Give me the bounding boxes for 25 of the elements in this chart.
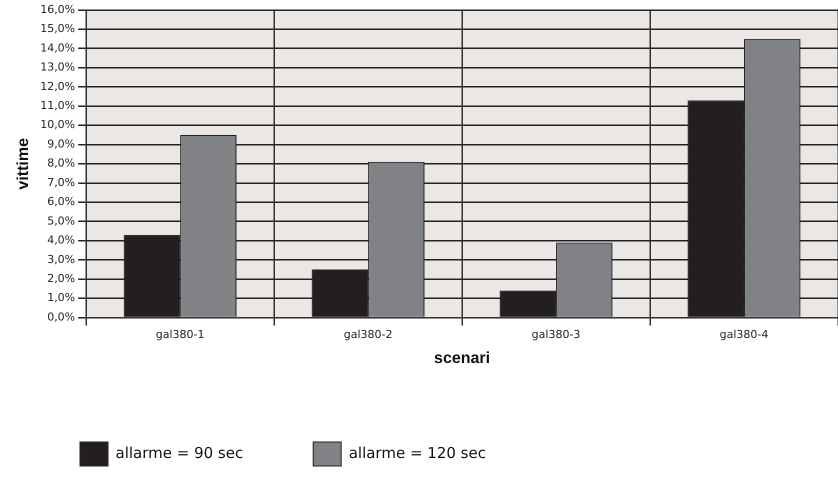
y-tick-label: 9,0% xyxy=(47,137,76,150)
y-tick-label: 1,0% xyxy=(47,291,76,304)
y-tick-label: 4,0% xyxy=(47,234,76,247)
y-tick-label: 14,0% xyxy=(40,41,76,54)
legend-label: allarme = 90 sec xyxy=(116,444,244,462)
y-tick-label: 3,0% xyxy=(47,252,76,266)
y-tick-label: 0,0% xyxy=(47,310,76,324)
y-tick-label: 10,0% xyxy=(40,118,76,132)
legend-label: allarme = 120 sec xyxy=(348,444,486,462)
y-tick-label: 8,0% xyxy=(47,156,76,170)
y-tick-label: 16,0% xyxy=(40,2,76,16)
x-tick-label: gal380-1 xyxy=(156,328,204,342)
y-tick-label: 2,0% xyxy=(47,272,76,286)
y-tick-label: 6,0% xyxy=(47,195,76,208)
x-axis-title: scenari xyxy=(434,350,490,367)
y-tick-label: 12,0% xyxy=(40,80,76,93)
x-tick-label: gal380-2 xyxy=(344,328,392,342)
x-tick-label: gal380-3 xyxy=(532,328,580,342)
y-tick-label: 11,0% xyxy=(40,98,76,112)
y-tick-label: 15,0% xyxy=(40,22,76,36)
y-tick-label: 13,0% xyxy=(40,60,76,74)
y-tick-label: 5,0% xyxy=(47,214,76,228)
x-tick-label: gal380-4 xyxy=(720,328,768,342)
y-axis-title: vittime xyxy=(15,138,32,190)
y-tick-label: 7,0% xyxy=(47,176,76,189)
